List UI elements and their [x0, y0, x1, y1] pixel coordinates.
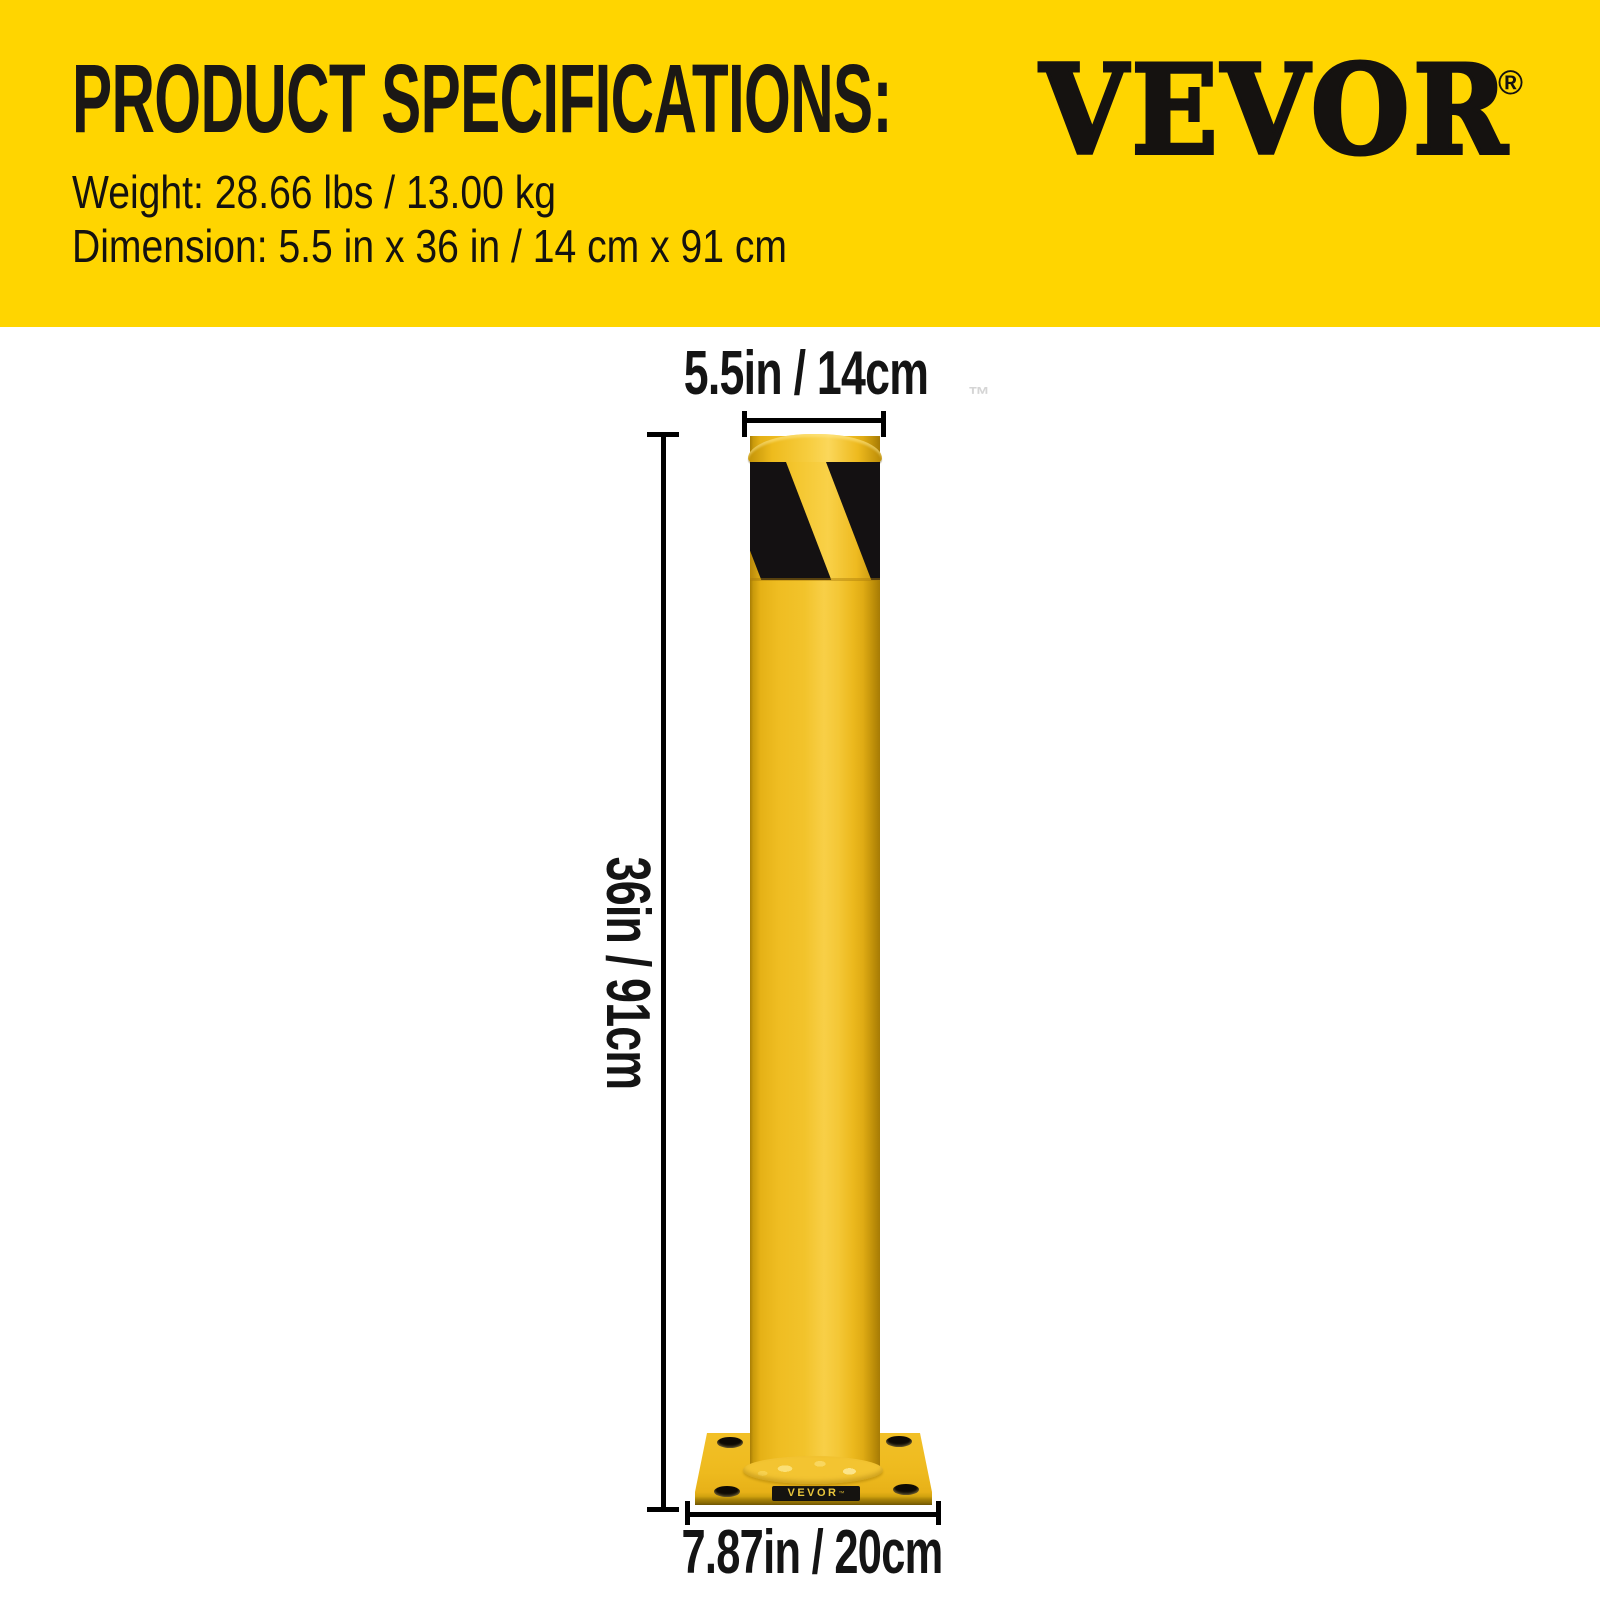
- plate-brand-sticker: VEVOR ™: [772, 1486, 860, 1501]
- bolt-hole: [717, 1437, 743, 1448]
- plate-brand-text: VEVOR: [787, 1487, 839, 1499]
- weld-bead: [743, 1456, 883, 1484]
- height-dimension-line: [661, 437, 666, 1507]
- spec-dimension: Dimension: 5.5 in x 36 in / 14 cm x 91 c…: [72, 220, 787, 272]
- bolt-hole: [714, 1486, 740, 1497]
- spec-weight: Weight: 28.66 lbs / 13.00 kg: [72, 166, 557, 218]
- width-dimension-tick-left: [742, 411, 747, 437]
- header-banner: PRODUCT SPECIFICATIONS: Weight: 28.66 lb…: [0, 0, 1600, 327]
- base-dimension-tick-left: [685, 1501, 690, 1525]
- height-dimension-tick-top: [647, 432, 679, 437]
- base-dimension-label: 7.87in / 20cm: [681, 1518, 943, 1587]
- bollard-cap: [748, 434, 882, 464]
- black-stripe: [826, 462, 880, 580]
- bolt-hole: [893, 1484, 919, 1495]
- black-stripe: [750, 462, 832, 580]
- plate-brand-trademark: ™: [838, 1490, 845, 1497]
- width-dimension-line: [744, 418, 885, 423]
- width-dimension-tick-right: [881, 411, 886, 437]
- bolt-hole: [886, 1436, 912, 1447]
- height-dimension-label: 36in / 91cm: [593, 856, 662, 1090]
- bollard-pole: [748, 434, 882, 1470]
- height-dimension-tick-bottom: [647, 1507, 679, 1512]
- base-dimension-tick-right: [936, 1501, 941, 1525]
- warning-stripe-band: [750, 462, 880, 580]
- registered-trademark-icon: ®: [1498, 64, 1524, 102]
- brand-logo: VEVOR: [1038, 39, 1511, 183]
- stripe-band-edge: [750, 578, 880, 581]
- page-title: PRODUCT SPECIFICATIONS:: [72, 44, 893, 153]
- base-dimension-line: [688, 1512, 940, 1517]
- trademark-watermark: ™: [968, 382, 990, 407]
- width-dimension-label: 5.5in / 14cm: [683, 339, 929, 408]
